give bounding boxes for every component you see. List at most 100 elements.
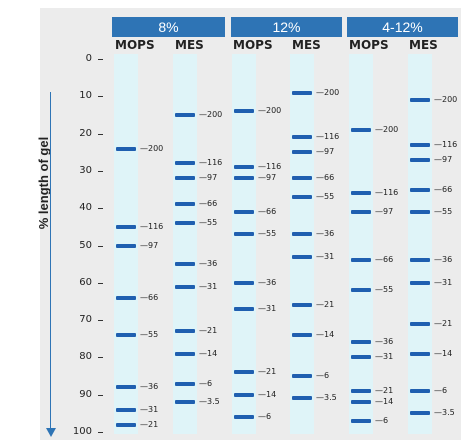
- y-tick-mark: [98, 96, 103, 98]
- band-mw-label: —97: [434, 154, 453, 164]
- band-mw-label: —55: [140, 330, 159, 340]
- protein-band: [175, 176, 195, 181]
- band-mw-label: —21: [375, 385, 394, 395]
- protein-band: [175, 400, 195, 405]
- band-mw-label: —31: [375, 352, 394, 362]
- protein-band: [292, 303, 312, 308]
- band-mw-label: —55: [316, 192, 335, 201]
- lane-label-4-12-mes: MES: [409, 38, 438, 52]
- band-mw-label: —6: [258, 412, 272, 422]
- band-mw-label: —116: [199, 158, 223, 168]
- y-tick-mark: [98, 59, 103, 60]
- y-tick-mark: [98, 170, 103, 172]
- y-tick-label: 90: [79, 388, 92, 400]
- protein-band: [351, 388, 371, 393]
- band-mw-label: —6: [199, 378, 213, 388]
- y-tick-label: 0: [85, 53, 92, 64]
- band-mw-label: —3.5: [316, 393, 337, 403]
- protein-band: [175, 262, 195, 267]
- y-tick-mark: [98, 208, 103, 210]
- protein-band: [292, 333, 312, 338]
- band-mw-label: —31: [199, 281, 218, 291]
- band-mw-label: —21: [140, 419, 159, 429]
- protein-band: [175, 284, 195, 289]
- y-axis-arrow-head: [45, 428, 56, 437]
- band-mw-label: —200: [434, 95, 458, 105]
- band-mw-label: —6: [316, 371, 330, 381]
- protein-band: [175, 202, 195, 207]
- band-mw-label: —66: [140, 292, 159, 302]
- y-tick-label: 50: [79, 239, 92, 251]
- y-tick-mark: [98, 357, 103, 359]
- protein-band: [234, 392, 254, 397]
- band-mw-label: —21: [316, 300, 335, 310]
- band-mw-label: —200: [316, 87, 340, 97]
- protein-band: [116, 243, 136, 248]
- band-mw-label: —97: [258, 173, 277, 183]
- lane-label-12-mes: MES: [292, 38, 321, 52]
- y-tick-mark: [98, 432, 103, 433]
- band-mw-label: —200: [375, 124, 399, 134]
- protein-band: [234, 109, 254, 114]
- y-tick-label: 10: [79, 90, 92, 102]
- protein-band: [351, 209, 371, 214]
- protein-band: [234, 415, 254, 420]
- protein-band: [116, 385, 136, 390]
- band-mw-label: —6: [375, 415, 389, 425]
- band-mw-label: —21: [434, 318, 453, 328]
- protein-band: [175, 381, 195, 386]
- band-mw-label: —31: [316, 251, 335, 261]
- protein-band: [116, 224, 136, 229]
- protein-band: [351, 127, 371, 132]
- protein-band: [351, 288, 371, 293]
- protein-band: [292, 232, 312, 237]
- y-tick-mark: [98, 394, 103, 396]
- group-header-12: 12%: [231, 17, 342, 37]
- band-mw-label: —116: [316, 132, 340, 142]
- band-mw-label: —36: [434, 255, 453, 265]
- y-tick-label: 30: [79, 164, 92, 176]
- protein-band: [116, 422, 136, 427]
- band-mw-label: —97: [375, 206, 394, 216]
- protein-band: [175, 221, 195, 226]
- protein-band: [116, 146, 136, 151]
- group-header-4-12: 4-12%: [347, 17, 458, 37]
- protein-band: [292, 135, 312, 140]
- protein-band: [292, 195, 312, 199]
- y-axis-arrow-line: [50, 92, 51, 430]
- y-tick-label: 20: [79, 127, 92, 139]
- band-mw-label: —21: [258, 367, 277, 377]
- protein-band: [410, 209, 430, 214]
- lane-label-12-mops: MOPS: [233, 38, 273, 52]
- band-mw-label: —55: [434, 206, 453, 216]
- protein-band: [410, 157, 430, 162]
- band-mw-label: —36: [375, 337, 394, 347]
- band-mw-label: —36: [316, 229, 335, 239]
- protein-band: [116, 295, 136, 300]
- protein-band: [234, 165, 254, 170]
- protein-band: [234, 306, 254, 311]
- gel-lane: [349, 54, 373, 434]
- y-tick-label: 60: [79, 276, 92, 288]
- band-mw-label: —97: [140, 240, 159, 250]
- band-mw-label: —97: [199, 173, 218, 183]
- band-mw-label: —14: [199, 348, 218, 358]
- protein-band: [234, 232, 254, 237]
- protein-band: [410, 280, 430, 285]
- band-mw-label: —116: [375, 188, 399, 198]
- band-mw-label: —36: [258, 277, 277, 287]
- protein-band: [234, 370, 254, 375]
- protein-band: [410, 142, 430, 147]
- protein-band: [410, 321, 430, 326]
- lane-label-8-mes: MES: [175, 38, 204, 52]
- protein-band: [410, 351, 430, 356]
- protein-band: [410, 98, 430, 103]
- protein-band: [351, 418, 371, 423]
- protein-band: [175, 112, 195, 117]
- band-mw-label: —31: [434, 277, 453, 287]
- band-mw-label: —66: [434, 184, 453, 194]
- band-mw-label: —66: [375, 255, 394, 265]
- band-mw-label: —31: [140, 404, 159, 414]
- protein-band: [175, 161, 195, 166]
- protein-band: [292, 90, 312, 95]
